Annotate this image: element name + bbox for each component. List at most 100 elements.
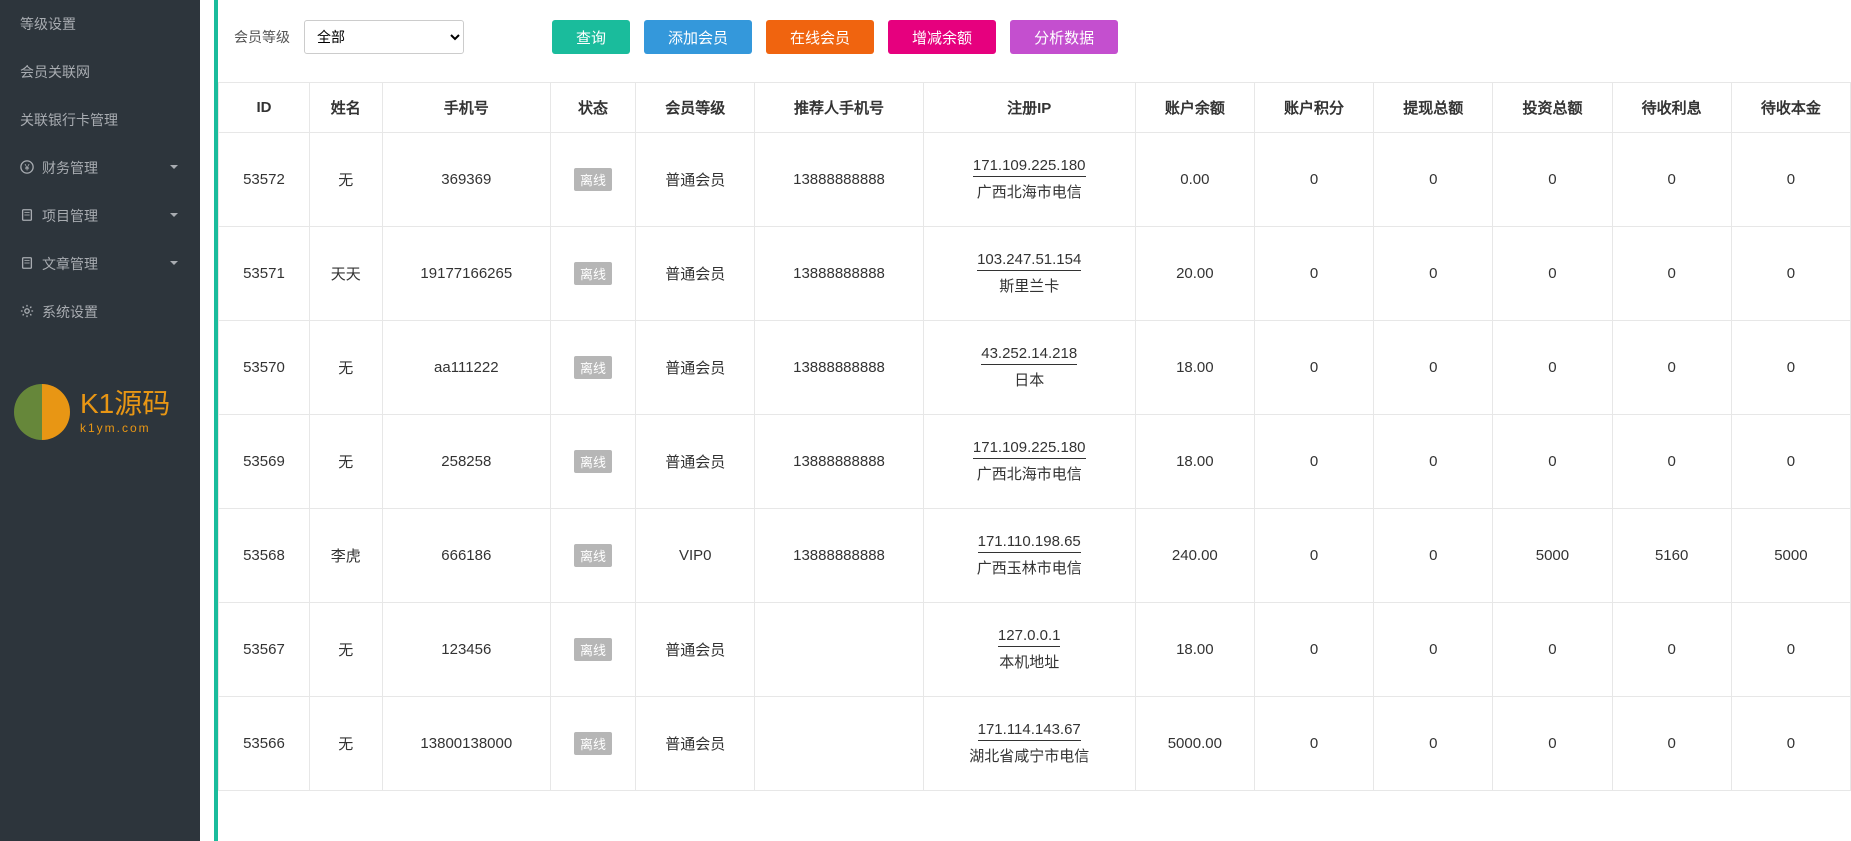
cell-points: 0 bbox=[1254, 133, 1373, 227]
ip-address: 127.0.0.1 bbox=[998, 627, 1061, 647]
table-row: 53570无aa111222离线普通会员1388888888843.252.14… bbox=[219, 321, 1851, 415]
cell-status: 离线 bbox=[550, 227, 635, 321]
cell-status: 离线 bbox=[550, 697, 635, 791]
cell-name: 无 bbox=[309, 321, 382, 415]
table-row: 53569无258258离线普通会员13888888888171.109.225… bbox=[219, 415, 1851, 509]
cell-interest: 0 bbox=[1612, 603, 1731, 697]
status-badge: 离线 bbox=[574, 732, 612, 755]
cell-level: 普通会员 bbox=[636, 133, 755, 227]
main-content: 会员等级 全部 查询 添加会员 在线会员 增减余额 分析数据 ID 姓名 bbox=[200, 0, 1851, 841]
cell-principal: 0 bbox=[1731, 603, 1850, 697]
cell-name: 无 bbox=[309, 603, 382, 697]
add-member-button[interactable]: 添加会员 bbox=[644, 20, 752, 54]
cell-invest: 0 bbox=[1493, 697, 1612, 791]
sidebar-item-member-relation[interactable]: 会员关联网 bbox=[0, 48, 200, 96]
sidebar-group-finance[interactable]: ¥ 财务管理 bbox=[0, 144, 200, 192]
query-button[interactable]: 查询 bbox=[552, 20, 630, 54]
cell-ip: 103.247.51.154斯里兰卡 bbox=[923, 227, 1135, 321]
cell-level: 普通会员 bbox=[636, 415, 755, 509]
cell-balance: 5000.00 bbox=[1135, 697, 1254, 791]
cell-invest: 0 bbox=[1493, 321, 1612, 415]
cell-status: 离线 bbox=[550, 133, 635, 227]
cell-ref bbox=[755, 697, 923, 791]
cell-id: 53571 bbox=[219, 227, 310, 321]
online-member-button[interactable]: 在线会员 bbox=[766, 20, 874, 54]
cell-level: 普通会员 bbox=[636, 321, 755, 415]
cell-interest: 5160 bbox=[1612, 509, 1731, 603]
cell-phone: 19177166265 bbox=[382, 227, 550, 321]
cell-ip: 171.109.225.180广西北海市电信 bbox=[923, 415, 1135, 509]
cell-invest: 0 bbox=[1493, 227, 1612, 321]
cell-ref: 13888888888 bbox=[755, 227, 923, 321]
cell-invest: 0 bbox=[1493, 415, 1612, 509]
sidebar-group-label: 项目管理 bbox=[42, 206, 98, 226]
cell-principal: 0 bbox=[1731, 415, 1850, 509]
sidebar-group-project[interactable]: 项目管理 bbox=[0, 192, 200, 240]
status-badge: 离线 bbox=[574, 356, 612, 379]
filter-bar: 会员等级 全部 查询 添加会员 在线会员 增减余额 分析数据 bbox=[218, 0, 1851, 82]
cell-points: 0 bbox=[1254, 509, 1373, 603]
sidebar-group-system[interactable]: 系统设置 bbox=[0, 288, 200, 336]
cell-phone: aa111222 bbox=[382, 321, 550, 415]
sidebar-item-bankcard-manage[interactable]: 关联银行卡管理 bbox=[0, 96, 200, 144]
cell-phone: 13800138000 bbox=[382, 697, 550, 791]
cell-name: 无 bbox=[309, 415, 382, 509]
cell-balance: 240.00 bbox=[1135, 509, 1254, 603]
cell-level: 普通会员 bbox=[636, 697, 755, 791]
table-row: 53571天天19177166265离线普通会员13888888888103.2… bbox=[219, 227, 1851, 321]
cell-level: 普通会员 bbox=[636, 227, 755, 321]
col-name: 姓名 bbox=[309, 83, 382, 133]
ip-address: 103.247.51.154 bbox=[977, 251, 1081, 271]
member-level-select[interactable]: 全部 bbox=[304, 20, 464, 54]
cell-interest: 0 bbox=[1612, 415, 1731, 509]
col-phone: 手机号 bbox=[382, 83, 550, 133]
analyze-button[interactable]: 分析数据 bbox=[1010, 20, 1118, 54]
ip-location: 广西北海市电信 bbox=[977, 179, 1082, 202]
cell-id: 53567 bbox=[219, 603, 310, 697]
table-row: 53567无123456离线普通会员127.0.0.1本机地址18.000000… bbox=[219, 603, 1851, 697]
table-wrapper[interactable]: ID 姓名 手机号 状态 会员等级 推荐人手机号 注册IP 账户余额 账户积分 … bbox=[214, 82, 1851, 841]
adjust-balance-button[interactable]: 增减余额 bbox=[888, 20, 996, 54]
cell-name: 李虎 bbox=[309, 509, 382, 603]
cell-withdraw: 0 bbox=[1374, 227, 1493, 321]
doc-icon bbox=[20, 208, 34, 225]
cell-phone: 666186 bbox=[382, 509, 550, 603]
sidebar-item-label: 等级设置 bbox=[20, 16, 76, 32]
cell-points: 0 bbox=[1254, 603, 1373, 697]
cell-withdraw: 0 bbox=[1374, 415, 1493, 509]
cell-id: 53566 bbox=[219, 697, 310, 791]
cell-withdraw: 0 bbox=[1374, 697, 1493, 791]
chevron-down-icon bbox=[168, 256, 180, 272]
cell-interest: 0 bbox=[1612, 321, 1731, 415]
chevron-down-icon bbox=[168, 160, 180, 176]
filter-label: 会员等级 bbox=[234, 27, 290, 47]
sidebar-item-label: 关联银行卡管理 bbox=[20, 112, 118, 128]
cell-principal: 0 bbox=[1731, 227, 1850, 321]
cell-interest: 0 bbox=[1612, 697, 1731, 791]
ip-location: 广西玉林市电信 bbox=[977, 555, 1082, 578]
table-row: 53568李虎666186离线VIP013888888888171.110.19… bbox=[219, 509, 1851, 603]
sidebar: 等级设置 会员关联网 关联银行卡管理 ¥ 财务管理 项目管理 bbox=[0, 0, 200, 841]
sidebar-group-label: 财务管理 bbox=[42, 158, 98, 178]
cell-balance: 20.00 bbox=[1135, 227, 1254, 321]
col-level: 会员等级 bbox=[636, 83, 755, 133]
cell-ref: 13888888888 bbox=[755, 415, 923, 509]
cell-interest: 0 bbox=[1612, 133, 1731, 227]
table-header-row: ID 姓名 手机号 状态 会员等级 推荐人手机号 注册IP 账户余额 账户积分 … bbox=[219, 83, 1851, 133]
sidebar-item-level-settings[interactable]: 等级设置 bbox=[0, 0, 200, 48]
sidebar-group-article[interactable]: 文章管理 bbox=[0, 240, 200, 288]
cell-status: 离线 bbox=[550, 603, 635, 697]
cell-ref bbox=[755, 603, 923, 697]
cell-id: 53570 bbox=[219, 321, 310, 415]
ip-location: 本机地址 bbox=[999, 649, 1059, 672]
ip-address: 171.110.198.65 bbox=[978, 533, 1081, 553]
cell-id: 53569 bbox=[219, 415, 310, 509]
cell-phone: 369369 bbox=[382, 133, 550, 227]
app-root: 等级设置 会员关联网 关联银行卡管理 ¥ 财务管理 项目管理 bbox=[0, 0, 1851, 841]
cell-name: 无 bbox=[309, 133, 382, 227]
status-badge: 离线 bbox=[574, 544, 612, 567]
cell-principal: 0 bbox=[1731, 697, 1850, 791]
gear-icon bbox=[20, 304, 34, 321]
cell-status: 离线 bbox=[550, 415, 635, 509]
cell-ip: 171.110.198.65广西玉林市电信 bbox=[923, 509, 1135, 603]
